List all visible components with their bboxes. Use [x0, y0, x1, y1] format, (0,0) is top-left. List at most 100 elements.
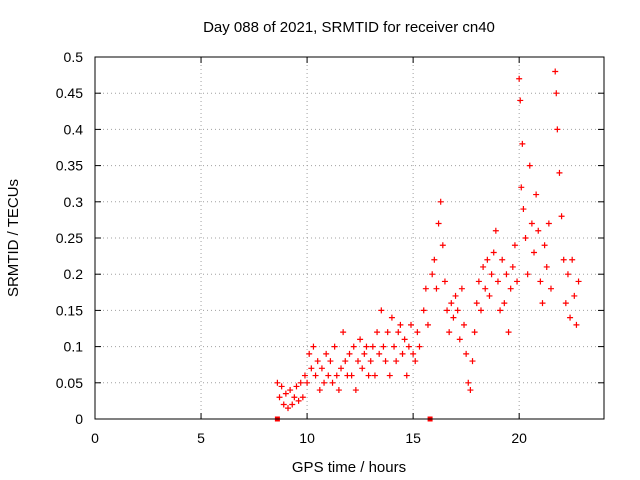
data-point [304, 379, 311, 386]
data-point [338, 365, 345, 372]
data-point [553, 90, 560, 97]
x-tick-label: 5 [197, 430, 205, 446]
data-point [450, 314, 457, 321]
data-point [475, 278, 482, 285]
data-point [567, 314, 574, 321]
y-tick-label: 0.1 [64, 339, 84, 355]
data-point [335, 387, 342, 394]
data-point [463, 350, 470, 357]
data-point [359, 365, 366, 372]
axis-ticks: 0 0.05 0.1 0.15 0.2 0.25 0.3 0.35 0.4 0.45 0.5 0 5 10… [56, 49, 604, 446]
data-point [439, 242, 446, 249]
data-point [431, 256, 438, 263]
data-point [441, 278, 448, 285]
data-point [371, 372, 378, 379]
data-point [456, 336, 463, 343]
data-point [378, 307, 385, 314]
data-point [494, 278, 501, 285]
data-point [533, 191, 540, 198]
data-point [446, 329, 453, 336]
data-point [395, 329, 402, 336]
data-point [575, 278, 582, 285]
data-point [488, 271, 495, 278]
y-tick-label: 0.15 [56, 302, 83, 318]
data-point [380, 343, 387, 350]
data-point [306, 350, 313, 357]
data-point [520, 206, 527, 213]
data-point [471, 329, 478, 336]
y-axis-label: SRMTID / TECUs [5, 179, 22, 297]
data-point [558, 213, 565, 220]
data-point [569, 256, 576, 263]
data-point [433, 285, 440, 292]
data-point [541, 242, 548, 249]
data-point [492, 227, 499, 234]
y-tick-label: 0.45 [56, 85, 83, 101]
data-point [517, 97, 524, 104]
data-point [514, 278, 521, 285]
y-tick-label: 0.2 [64, 266, 84, 282]
data-point [435, 220, 442, 227]
data-point [528, 220, 535, 227]
data-point [516, 75, 523, 82]
data-point [399, 350, 406, 357]
data-point [507, 285, 514, 292]
data-point [365, 372, 372, 379]
y-tick-label: 0.3 [64, 194, 84, 210]
data-point [346, 350, 353, 357]
x-axis-label: GPS time / hours [292, 459, 406, 476]
data-point [552, 68, 559, 75]
data-point [348, 372, 355, 379]
data-point [408, 321, 415, 328]
data-point [543, 263, 550, 270]
y-tick-label: 0.5 [64, 49, 84, 65]
data-point [280, 401, 287, 408]
data-point [469, 358, 476, 365]
data-point [295, 397, 302, 404]
grid [95, 57, 604, 419]
data-point [310, 343, 317, 350]
data-point [374, 329, 381, 336]
data-point [357, 336, 364, 343]
data-point [416, 343, 423, 350]
x-tick-label: 0 [91, 430, 99, 446]
data-point [556, 169, 563, 176]
data-point [503, 271, 510, 278]
data-point [560, 256, 567, 263]
data-point [405, 343, 412, 350]
x-tick-label: 15 [405, 430, 421, 446]
data-point [465, 379, 472, 386]
data-point [484, 256, 491, 263]
data-point [499, 256, 506, 263]
data-point [545, 220, 552, 227]
data-point [467, 387, 474, 394]
data-point [308, 365, 315, 372]
data-point [363, 343, 370, 350]
data-point [437, 198, 444, 205]
data-point [518, 184, 525, 191]
data-point [554, 126, 561, 133]
data-point [571, 292, 578, 299]
data-point [287, 387, 294, 394]
data-point [284, 405, 291, 412]
data-point [482, 285, 489, 292]
data-point [452, 292, 459, 299]
y-tick-label: 0.4 [64, 121, 84, 137]
plot-frame [94, 56, 605, 420]
data-point [401, 336, 408, 343]
data-point [301, 372, 308, 379]
data-point [490, 249, 497, 256]
data-point [325, 372, 332, 379]
data-point [342, 358, 349, 365]
data-point [454, 307, 461, 314]
data-point [526, 162, 533, 169]
data-point [312, 372, 319, 379]
data-point [539, 300, 546, 307]
data-point [537, 278, 544, 285]
data-point [420, 307, 427, 314]
data-point [352, 387, 359, 394]
data-point [573, 321, 580, 328]
data-point [361, 350, 368, 357]
